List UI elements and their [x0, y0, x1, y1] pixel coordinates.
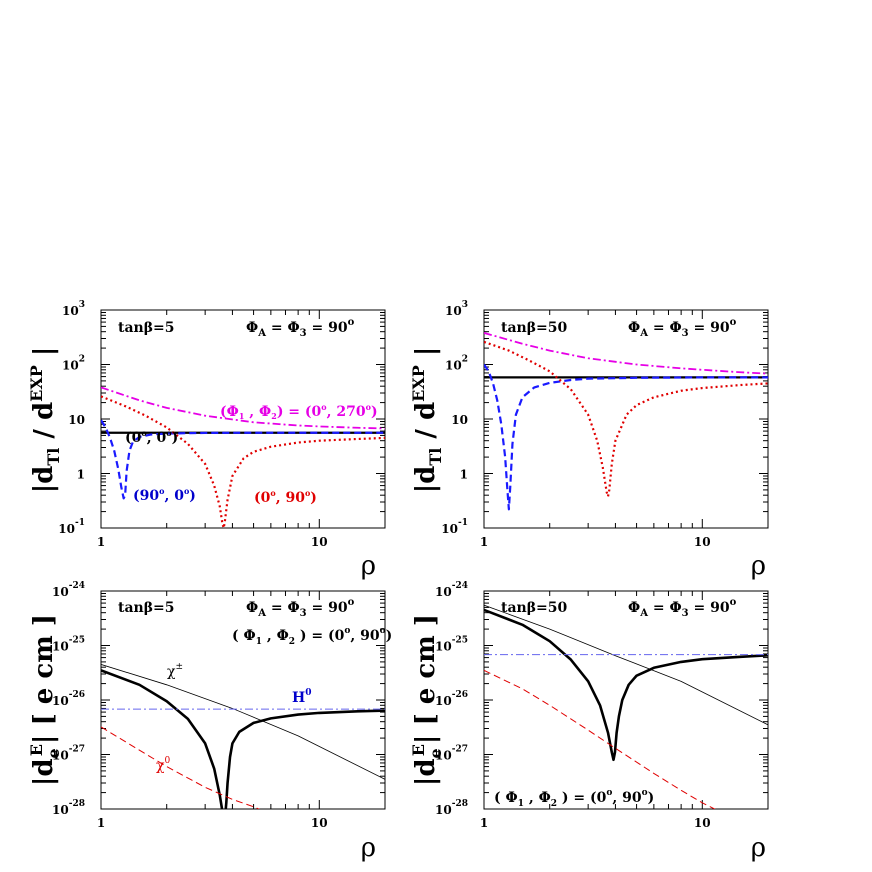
annot-br-phi12: ( Φ1 , Φ2 ) = (0o, 90o)	[494, 788, 654, 809]
annot-bl-chipm: χ±	[167, 662, 183, 680]
annot-bl-chi0: χ0	[156, 756, 170, 774]
series-line--	[101, 664, 385, 780]
annot-bl-phiA: ΦA = Φ3 = 90o	[246, 597, 355, 619]
ylabel-tl: |dTl / dEXP |	[27, 347, 63, 494]
panel-tl: 1 10 10-1 1 10 102 103	[58, 300, 386, 549]
y-tick-label: 10-28	[435, 799, 468, 817]
series-line--	[484, 604, 768, 726]
annot-tr-phiA: ΦA = Φ3 = 90o	[628, 317, 737, 339]
panel-tr: 1 10 10-1 1 10 102 103	[441, 300, 769, 549]
series-line--90-0-	[484, 363, 768, 511]
xlabel-bl: ρ	[361, 833, 376, 863]
series-line--0	[484, 669, 716, 809]
series-group	[101, 386, 385, 528]
series-group	[101, 664, 385, 809]
y-tick-label: 103	[62, 300, 85, 318]
y-tick-label: 10-28	[52, 799, 85, 817]
x-tick-label: 10	[694, 816, 711, 830]
x-tick-label: 10	[694, 535, 711, 549]
annot-tl-090: (0o, 90o)	[254, 488, 317, 506]
y-tick-label: 1	[77, 468, 85, 482]
annot-tl-phiA: ΦA = Φ3 = 90o	[246, 317, 355, 339]
y-tick-exponent: -28	[69, 799, 85, 809]
y-tick-exponent: 3	[462, 300, 468, 310]
y-tick-label: 103	[445, 300, 468, 318]
series-line--0	[101, 726, 261, 809]
y-tick-label: 10-1	[58, 518, 85, 536]
ylabel-bl: |deE| [ e cm ]	[27, 614, 63, 786]
y-tick-exponent: -26	[452, 690, 468, 700]
y-tick-label: 10-1	[441, 518, 468, 536]
series-line--0-270-	[484, 332, 768, 375]
x-tick-label: 1	[97, 816, 105, 830]
annot-br-phiA: ΦA = Φ3 = 90o	[628, 597, 737, 619]
panel-frame-bl	[100, 590, 386, 810]
annot-bl-tanbeta: tanβ=5	[118, 600, 175, 616]
annot-br-tanbeta: tanβ=50	[501, 600, 567, 616]
y-tick-exponent: -26	[69, 690, 85, 700]
series-line--90-0-	[101, 419, 385, 500]
panel-frame-tr	[483, 309, 769, 529]
y-tick-exponent: 2	[79, 355, 85, 365]
y-tick-exponent: -1	[75, 518, 85, 528]
y-tick-label: 10	[451, 413, 468, 427]
annot-bl-phi12: ( Φ1 , Φ2 ) = (0o, 90o)	[232, 626, 392, 647]
series-line--0-90-	[484, 340, 768, 498]
y-tick-label: 102	[62, 355, 85, 373]
annot-tl-tanbeta: tanβ=5	[118, 320, 175, 336]
series-group	[484, 332, 768, 511]
x-tick-label: 10	[311, 816, 328, 830]
x-tick-label: 1	[97, 535, 105, 549]
y-tick-label: 10-24	[435, 581, 468, 599]
y-tick-exponent: -25	[452, 636, 468, 646]
annot-tl-phi12-270: (Φ1 , Φ2) = (0o, 270o)	[220, 402, 378, 421]
series-group	[484, 604, 768, 809]
ylabel-tr: |dTl / dEXP |	[409, 347, 445, 494]
x-tick-label: 1	[480, 816, 488, 830]
series-line--0-270-	[101, 386, 385, 430]
y-tick-exponent: -27	[69, 745, 85, 755]
y-tick-exponent: -1	[458, 518, 468, 528]
xlabel-tr: ρ	[751, 551, 766, 581]
y-tick-label: 10	[68, 413, 85, 427]
annot-tr-tanbeta: tanβ=50	[501, 320, 567, 336]
panel-frame-br	[483, 590, 769, 810]
annot-tl-00: (0o, 0o)	[125, 428, 178, 446]
x-tick-label: 1	[480, 535, 488, 549]
y-tick-exponent: -25	[69, 636, 85, 646]
xlabel-br: ρ	[751, 833, 766, 863]
y-tick-label: 1	[460, 468, 468, 482]
y-tick-exponent: -24	[69, 581, 85, 591]
annot-tl-900: (90o, 0o)	[133, 486, 196, 504]
y-tick-exponent: -27	[452, 745, 468, 755]
y-tick-exponent: -28	[452, 799, 468, 809]
series-line-total	[101, 669, 385, 809]
y-tick-label: 102	[445, 355, 468, 373]
ylabel-br: |deE| [ e cm ]	[409, 614, 445, 786]
annot-bl-H0: H0	[292, 688, 312, 706]
series-line-total	[484, 608, 768, 762]
xlabel-tl: ρ	[361, 551, 376, 581]
y-tick-exponent: -24	[452, 581, 468, 591]
y-tick-exponent: 3	[79, 300, 85, 310]
x-tick-label: 10	[311, 535, 328, 549]
y-tick-exponent: 2	[462, 355, 468, 365]
y-tick-label: 10-24	[52, 581, 85, 599]
